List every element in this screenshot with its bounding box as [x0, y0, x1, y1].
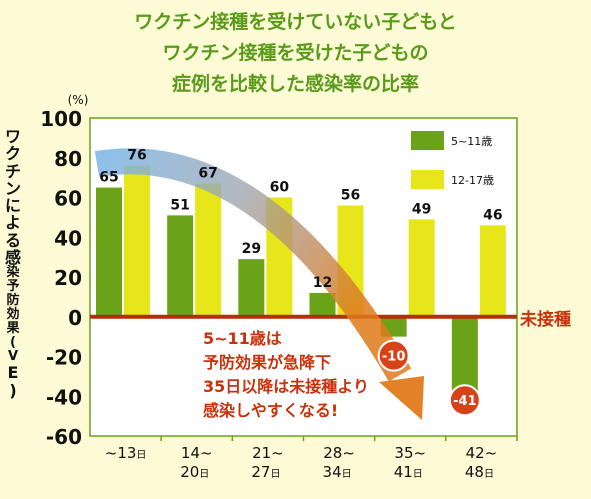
value-label: 46: [483, 207, 502, 223]
value-label: 49: [412, 201, 431, 217]
annotation-line: 35日以降は未接種より: [203, 377, 369, 396]
value-label: 29: [242, 241, 261, 257]
bar-5-11: [96, 187, 122, 317]
value-label: 67: [198, 166, 217, 182]
x-tick-label: 41日: [394, 463, 423, 481]
legend-label: 12-17歳: [451, 174, 494, 187]
y-unit-label: (%): [68, 93, 89, 107]
bar-5-11: [167, 215, 194, 317]
y-tick-label: -20: [46, 346, 82, 370]
y-tick-label: 80: [54, 147, 82, 171]
legend-swatch: [411, 131, 444, 150]
legend-swatch: [411, 170, 444, 189]
y-axis-label: ワクチンによる感染予防効果(V E): [4, 127, 21, 400]
x-tick-label: 14~: [181, 444, 213, 462]
x-tick-label: 42~: [466, 444, 498, 462]
x-tick-label: 35~: [394, 444, 426, 462]
y-tick-label: 40: [54, 226, 82, 250]
x-tick-label: 28~: [323, 444, 355, 462]
bar-5-11: [309, 292, 336, 317]
y-tick-label: -60: [46, 425, 82, 449]
value-label: 65: [99, 170, 118, 186]
value-label: 60: [270, 180, 290, 196]
bar-5-11: [238, 259, 265, 317]
value-badge: [377, 339, 410, 372]
x-tick-label: 48日: [465, 463, 494, 481]
bar-12-17: [479, 225, 506, 317]
chart-title-line-2: ワクチン接種を受けた子どもの: [162, 42, 429, 64]
y-tick-label: 0: [68, 306, 82, 330]
bar-12-17: [195, 183, 222, 317]
chart-title-line-3: 症例を比較した感染率の比率: [171, 73, 419, 95]
value-label: 12: [313, 275, 332, 291]
value-label: 56: [341, 187, 360, 203]
x-tick-label: 34日: [323, 463, 352, 481]
chart-title-line-1: ワクチン接種を受けていない子どもと: [134, 11, 457, 33]
value-label: 51: [170, 197, 189, 213]
annotation-line: 5~11歳は: [203, 329, 282, 348]
annotation-line: 感染しやすくなる!: [203, 401, 338, 420]
x-tick-label: 27日: [251, 463, 280, 481]
x-tick-label: 20日: [180, 463, 209, 481]
x-tick-label: ~13日: [105, 444, 147, 462]
trend-arrow-body: [94, 148, 412, 382]
value-label: 76: [127, 148, 146, 164]
y-tick-label: 20: [54, 266, 82, 290]
bar-12-17: [124, 165, 150, 317]
value-label: -10: [382, 350, 406, 365]
x-tick-label: 21~: [252, 444, 284, 462]
bar-12-17: [408, 219, 435, 317]
y-tick-label: 100: [40, 107, 82, 131]
legend-label: 5~11歳: [451, 135, 492, 148]
annotation-line: 予防効果が急降下: [203, 353, 331, 372]
y-tick-label: -40: [46, 385, 82, 409]
zero-line-label: 未接種: [519, 309, 571, 330]
value-label: -41: [453, 394, 477, 409]
value-badge: [448, 384, 481, 417]
trend-arrow-head: [379, 376, 424, 420]
y-tick-label: 60: [54, 187, 82, 211]
